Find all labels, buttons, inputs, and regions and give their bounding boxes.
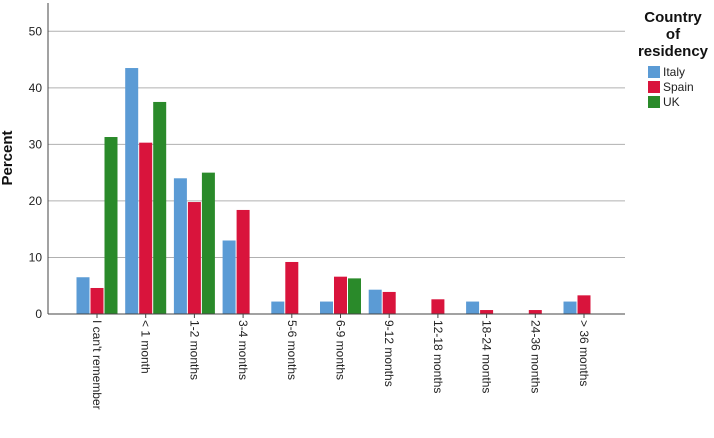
bar-uk-0 <box>104 137 118 314</box>
y-tick-labels: 0 10 20 30 40 50 <box>29 24 43 321</box>
x-tick-label: > 36 months <box>577 320 591 386</box>
x-tick-label: I can't remember <box>90 320 104 410</box>
bar-italy-3 <box>222 240 236 314</box>
x-tick-label: 9-12 months <box>382 320 396 387</box>
legend-swatch-italy <box>648 66 660 78</box>
bar-italy-10 <box>563 301 577 314</box>
bar-uk-2 <box>201 172 215 314</box>
bar-spain-7 <box>431 299 445 314</box>
bar-spain-10 <box>577 295 591 314</box>
legend-label-uk: UK <box>663 95 680 109</box>
legend-label-italy: Italy <box>663 65 685 79</box>
bar-spain-9 <box>528 310 542 314</box>
x-tick-label: 24-36 months <box>528 320 542 393</box>
x-tick-label: 5-6 months <box>285 320 299 380</box>
legend-label-spain: Spain <box>663 80 694 94</box>
legend-title-line: residency <box>638 43 709 60</box>
bar-italy-2 <box>173 178 187 314</box>
bar-italy-5 <box>320 301 333 314</box>
bar-italy-8 <box>466 301 480 314</box>
x-tick-label: 6-9 months <box>334 320 348 380</box>
bar-spain-4 <box>285 261 299 314</box>
bar-spain-3 <box>236 209 250 314</box>
bar-spain-0 <box>90 287 104 314</box>
axes <box>47 3 625 318</box>
y-tick-label: 30 <box>29 137 43 151</box>
legend-title-line: of <box>666 26 681 43</box>
bar-spain-2 <box>187 202 201 314</box>
bar-italy-4 <box>271 301 285 314</box>
y-tick-label: 0 <box>35 307 42 321</box>
x-tick-label: 3-4 months <box>236 320 250 380</box>
x-tick-label: < 1 month <box>139 320 153 374</box>
legend-swatch-uk <box>648 96 660 108</box>
bar-spain-1 <box>139 142 153 314</box>
bar-uk-5 <box>348 278 361 314</box>
legend-swatch-spain <box>648 81 660 93</box>
bars <box>76 68 591 314</box>
bar-spain-5 <box>334 276 347 314</box>
x-tick-labels: I can't remember < 1 month 1-2 months 3-4 m… <box>90 320 591 410</box>
x-tick-label: 1-2 months <box>187 320 201 380</box>
bar-italy-6 <box>368 289 382 314</box>
y-tick-label: 20 <box>29 194 43 208</box>
bar-uk-1 <box>153 101 167 314</box>
legend-title-line: Country <box>644 9 702 26</box>
bar-spain-8 <box>480 310 494 314</box>
y-tick-label: 50 <box>29 24 43 38</box>
x-tick-label: 12-18 months <box>431 320 445 393</box>
bar-italy-1 <box>125 68 139 314</box>
bar-spain-6 <box>382 291 396 314</box>
y-tick-label: 40 <box>29 81 43 95</box>
bar-italy-0 <box>76 277 90 314</box>
y-tick-label: 10 <box>29 250 43 264</box>
x-tick-label: 18-24 months <box>480 320 494 393</box>
y-axis-label: Percent <box>0 130 16 185</box>
